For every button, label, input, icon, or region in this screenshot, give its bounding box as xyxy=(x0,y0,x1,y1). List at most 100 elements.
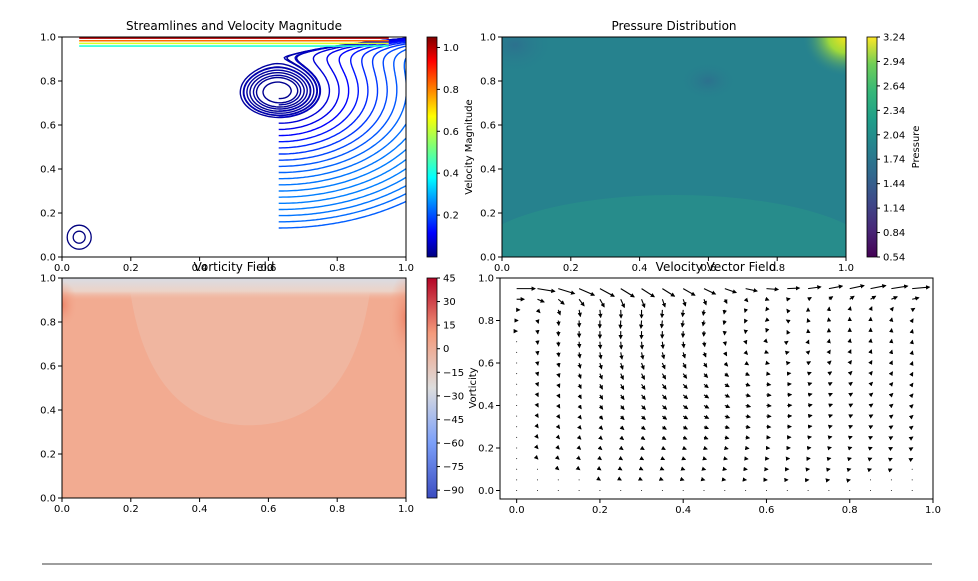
quiver-arrow xyxy=(702,456,708,461)
bottom-divider xyxy=(42,563,932,565)
quiver-arrow xyxy=(619,373,624,381)
pressure-colorbar-tick-label: 2.64 xyxy=(883,81,905,92)
streamlines-colorbar-tick-label: 0.2 xyxy=(443,211,459,222)
pressure-xtick-label: 1.0 xyxy=(838,263,854,274)
pressure-colorbar-tick-label: 0.54 xyxy=(883,253,905,264)
quiver-arrow xyxy=(888,425,894,430)
quiver-arrow xyxy=(787,286,801,291)
quiver-arrow xyxy=(536,490,538,491)
quiver-arrow xyxy=(891,296,898,301)
vorticity-ytick-label: 0.2 xyxy=(40,450,56,461)
quiver-xtick-label: 0.4 xyxy=(675,505,691,516)
quiver-arrow xyxy=(724,414,731,419)
quiver-arrow xyxy=(868,359,873,365)
vorticity-colorbar-tick-label: −75 xyxy=(443,462,464,473)
quiver-arrow xyxy=(537,288,556,294)
quiver-arrow xyxy=(724,372,730,377)
vorticity-colorbar-tick-label: −60 xyxy=(443,439,464,450)
quiver-arrow xyxy=(682,288,696,296)
pressure-xtick-label: 0.8 xyxy=(769,263,785,274)
quiver-arrow xyxy=(682,435,688,440)
vorticity-colorbar-tick-label: −90 xyxy=(443,486,464,497)
quiver-arrow xyxy=(661,394,668,400)
pressure-colorbar-tick-label: 2.94 xyxy=(883,57,905,68)
quiver-arrow xyxy=(537,298,545,303)
quiver-arrow xyxy=(724,288,738,294)
streamlines-ytick-label: 0.8 xyxy=(40,77,56,88)
quiver-arrow xyxy=(516,405,518,406)
quiver-arrow xyxy=(848,425,854,430)
quiver-arrow xyxy=(578,490,580,491)
quiver-arrow xyxy=(703,288,717,295)
streamline xyxy=(278,137,406,186)
vorticity-ytick-label: 0.4 xyxy=(40,406,56,417)
quiver-arrow xyxy=(534,381,539,387)
quiver-arrow xyxy=(516,383,518,385)
quiver-arrow xyxy=(888,381,894,387)
vorticity-colorbar-tick-label: −15 xyxy=(443,368,464,379)
quiver-arrow xyxy=(555,414,561,419)
quiver-arrow xyxy=(659,320,665,329)
quiver-arrow xyxy=(534,413,539,418)
quiver-arrow xyxy=(598,415,604,420)
quiver-arrow xyxy=(598,425,604,430)
vorticity-frame xyxy=(61,277,407,499)
quiver-arrow xyxy=(848,381,853,387)
pressure-xtick-label: 0.0 xyxy=(494,263,510,274)
quiver-arrow xyxy=(577,394,582,400)
quiver-arrow xyxy=(516,415,518,417)
quiver-arrow xyxy=(576,445,582,450)
quiver-arrow xyxy=(763,338,768,344)
quiver-arrow xyxy=(640,373,645,381)
pressure-colorbar-tick-label: 0.84 xyxy=(883,228,905,239)
quiver-arrow xyxy=(723,445,729,451)
quiver-arrow xyxy=(516,373,518,375)
quiver-arrow xyxy=(724,404,731,409)
vorticity-colorbar-label: Vorticity xyxy=(468,367,479,408)
quiver-arrow xyxy=(807,413,813,419)
quiver-arrow xyxy=(619,362,624,370)
quiver-arrow xyxy=(620,394,625,401)
quiver-arrow xyxy=(701,309,706,317)
streamlines-colorbar-tick-label: 0.6 xyxy=(443,127,459,138)
quiver-arrow xyxy=(868,414,874,419)
quiver-arrow xyxy=(662,288,676,297)
streamlines-colorbar-tick-label: 0.4 xyxy=(443,169,459,180)
quiver-arrow xyxy=(908,393,914,399)
quiver-arrow xyxy=(619,352,624,360)
quiver-arrow xyxy=(556,309,561,316)
quiver-ytick-label: 0.6 xyxy=(478,359,494,370)
pressure-ytick-label: 1.0 xyxy=(480,33,496,44)
quiver-arrow xyxy=(575,465,581,471)
quiver-arrow xyxy=(912,285,931,290)
quiver-arrow xyxy=(620,490,622,491)
quiver-arrow xyxy=(745,490,747,491)
vorticity-colorbar-tick-label: 30 xyxy=(443,297,456,308)
pressure-colorbar-tick-label: 2.34 xyxy=(883,106,905,117)
quiver-arrow xyxy=(909,318,914,324)
quiver-arrow xyxy=(703,383,709,389)
pressure-colorbar-tick-label: 2.04 xyxy=(883,130,905,141)
quiver-arrow xyxy=(703,404,710,409)
streamlines-frame xyxy=(61,36,407,258)
quiver-arrow xyxy=(723,361,729,367)
quiver-arrow xyxy=(598,362,603,370)
quiver-arrow xyxy=(847,370,853,376)
quiver-arrow xyxy=(807,403,813,408)
quiver-arrow xyxy=(764,317,770,322)
quiver-arrow xyxy=(516,341,518,343)
quiver-arrow xyxy=(702,299,707,306)
streamline xyxy=(278,192,406,223)
quiver-arrow xyxy=(619,435,625,441)
quiver-arrow xyxy=(744,361,750,366)
quiver-arrow xyxy=(641,288,656,298)
quiver-arrow xyxy=(870,479,872,481)
quiver-arrow xyxy=(826,338,831,344)
quiver-arrow xyxy=(556,393,561,399)
vorticity-xtick-label: 1.0 xyxy=(398,504,414,515)
quiver-arrow xyxy=(766,371,771,376)
pressure-axis-ticks: 0.0 0.2 0.4 0.6 0.8 1.0 0.0 0.2 0.4 0.6 0.8 1.0 xyxy=(480,33,854,275)
quiver-arrow xyxy=(682,394,689,400)
quiver-arrow xyxy=(641,394,646,401)
streamlines-colorbar-tick-label: 1.0 xyxy=(443,43,459,54)
